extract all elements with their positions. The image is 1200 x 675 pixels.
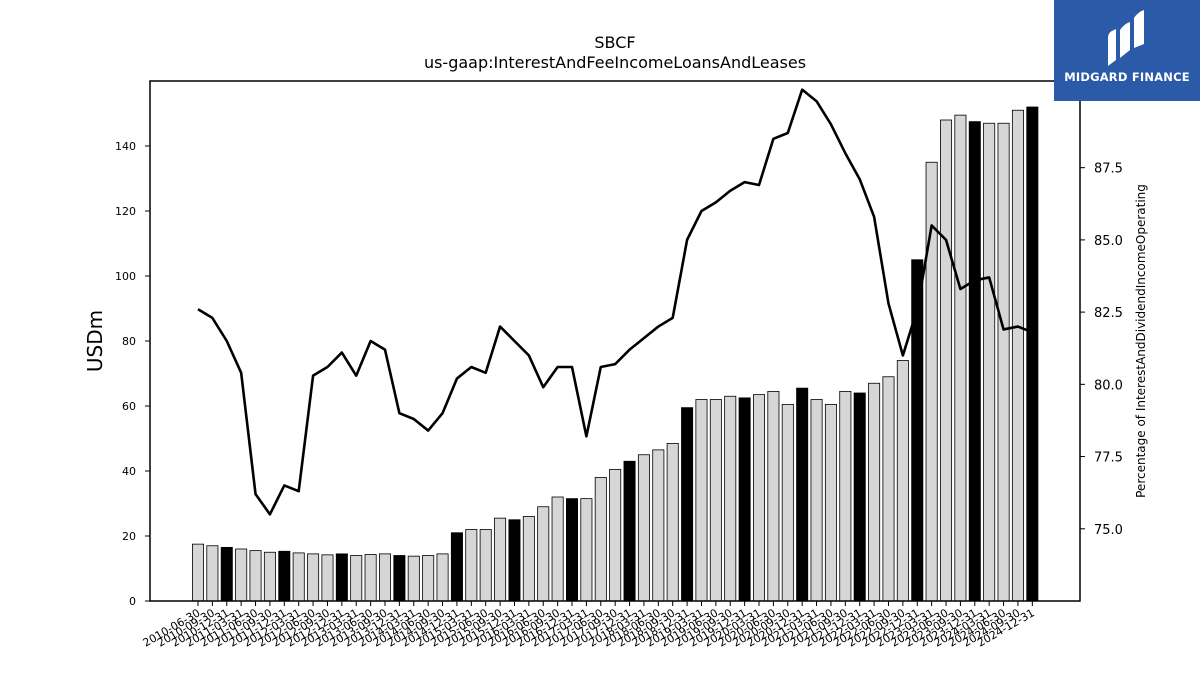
bar <box>263 551 276 602</box>
y-left-tick-label: 60 <box>122 400 136 413</box>
x-axis: 2010-06-302010-09-302010-12-312011-03-31… <box>141 601 1037 650</box>
bar <box>810 399 823 602</box>
bar <box>839 390 852 602</box>
bar <box>623 460 636 602</box>
bar <box>249 550 262 602</box>
bar <box>695 399 708 602</box>
bar <box>220 546 233 602</box>
chart-title: SBCF <box>594 33 635 52</box>
bar <box>350 555 363 602</box>
y-left-tick-label: 100 <box>115 270 136 283</box>
bar <box>393 555 406 602</box>
bar <box>307 553 320 602</box>
bar <box>580 498 593 602</box>
bar <box>666 442 679 602</box>
y-right-tick-label: 85.0 <box>1094 234 1123 249</box>
bar <box>436 553 449 602</box>
bar <box>479 529 492 602</box>
y-right-tick-label: 82.5 <box>1094 306 1123 321</box>
bar <box>968 121 981 602</box>
line-series <box>197 88 1033 516</box>
bar <box>450 532 463 602</box>
y-left-tick-label: 120 <box>115 205 136 218</box>
bar <box>335 553 348 602</box>
bar <box>422 555 435 602</box>
bar <box>824 403 837 602</box>
y-left-tick-label: 140 <box>115 140 136 153</box>
y-axis-left-label: USDm <box>83 310 107 372</box>
bar <box>681 407 694 602</box>
bar <box>278 550 291 602</box>
y-right-tick-label: 75.0 <box>1094 523 1123 538</box>
y-right-tick-label: 77.5 <box>1094 451 1123 466</box>
midgard-logo-icon <box>1108 10 1144 66</box>
bar <box>522 516 535 602</box>
bar <box>566 498 579 602</box>
y-left-tick-label: 80 <box>122 335 136 348</box>
bar <box>637 454 650 602</box>
bar <box>796 387 809 602</box>
bar <box>724 395 737 602</box>
brand-name: MIDGARD FINANCE <box>1064 70 1190 84</box>
y-left-tick-label: 20 <box>122 530 136 543</box>
bar <box>609 468 622 602</box>
bar <box>292 552 305 602</box>
bar <box>508 519 521 602</box>
bar <box>896 360 909 602</box>
bar <box>551 496 564 602</box>
y-right-tick-label: 87.5 <box>1094 162 1123 177</box>
y-left-tick-label: 0 <box>129 595 136 608</box>
bar <box>321 554 334 602</box>
bar <box>537 506 550 602</box>
bar <box>494 517 507 602</box>
chart-subtitle: us-gaap:InterestAndFeeIncomeLoansAndLeas… <box>424 53 806 72</box>
bar <box>594 477 607 602</box>
bar <box>738 397 751 602</box>
bar <box>882 376 895 602</box>
brand-logo: MIDGARD FINANCE <box>1054 0 1200 101</box>
left-axis: 0 20 40 60 80 100 120 140 <box>115 140 150 608</box>
bar <box>983 122 996 602</box>
bar <box>364 554 377 602</box>
bar <box>753 394 766 602</box>
y-left-tick-label: 40 <box>122 465 136 478</box>
bar <box>954 114 967 602</box>
bar <box>191 543 204 602</box>
right-axis: 75.077.580.082.585.087.590.0 <box>1080 89 1123 538</box>
bar <box>997 122 1010 602</box>
y-axis-right-label: Percentage of InterestAndDividendIncomeO… <box>1134 184 1148 498</box>
bar <box>465 529 478 602</box>
bar <box>407 555 420 602</box>
bar <box>1011 109 1024 602</box>
y-right-tick-label: 80.0 <box>1094 378 1123 393</box>
bar <box>853 392 866 602</box>
line-series-path <box>197 88 1033 516</box>
bar <box>652 449 665 602</box>
bar <box>235 548 248 602</box>
bar <box>206 545 219 602</box>
bar <box>781 403 794 602</box>
bar <box>709 399 722 602</box>
bar <box>1026 106 1039 602</box>
bar-series <box>191 106 1039 602</box>
bar <box>378 553 391 602</box>
bar <box>868 382 881 602</box>
bar <box>940 119 953 602</box>
bar <box>767 390 780 602</box>
